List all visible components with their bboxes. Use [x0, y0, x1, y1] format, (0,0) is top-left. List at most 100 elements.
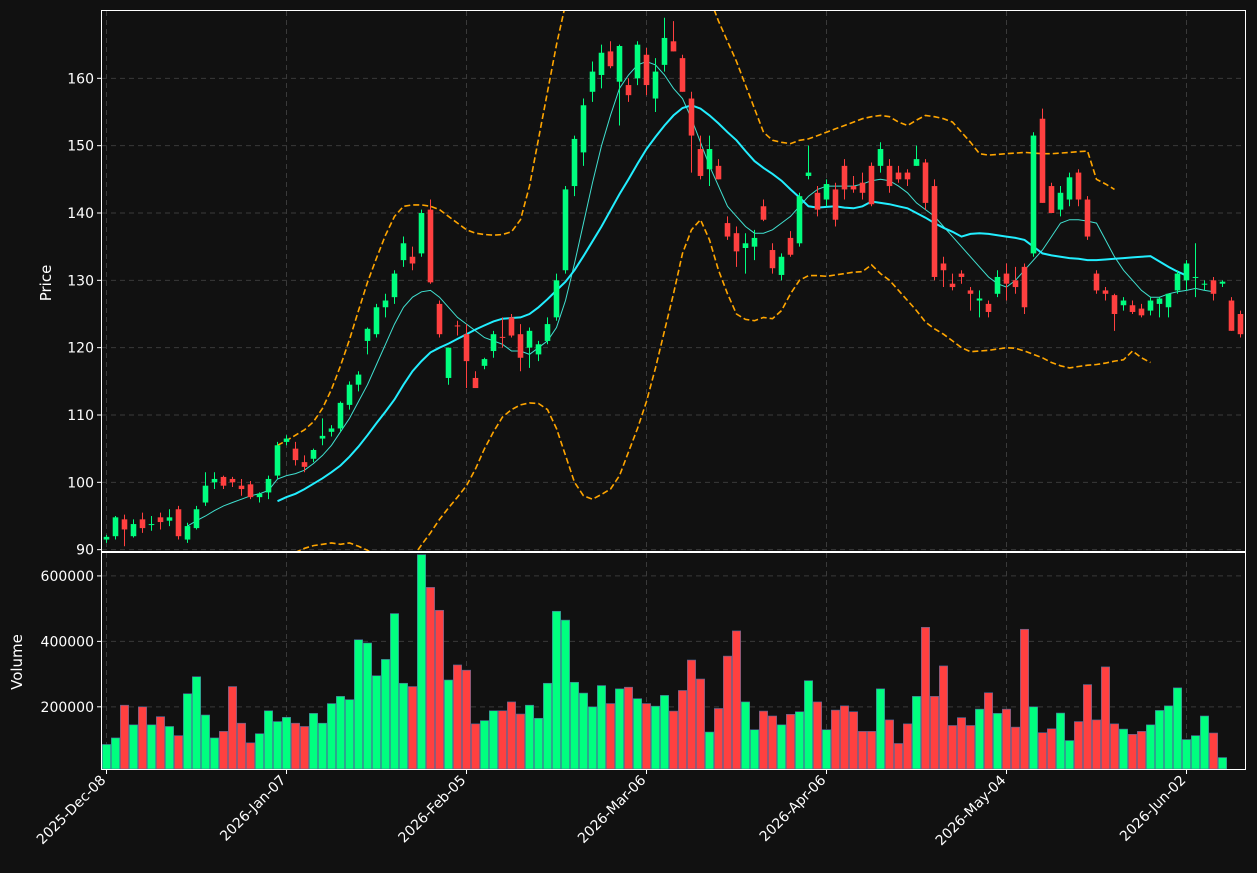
- candle-body: [310, 450, 317, 459]
- price-axis-ticks: 90 100 110 120 130 140 150 160: [67, 71, 102, 559]
- candle-body: [427, 209, 434, 283]
- volume-bar: [1065, 740, 1075, 770]
- price-panel-frame: [101, 10, 1246, 552]
- price-tick-label: 130: [67, 273, 94, 289]
- volume-bar: [281, 716, 291, 770]
- candle-body: [256, 493, 263, 498]
- volume-bar: [138, 706, 148, 770]
- volume-bar: [174, 735, 184, 770]
- candle-body: [580, 105, 587, 153]
- price-tick-label: 140: [67, 206, 94, 222]
- candle-body: [445, 347, 452, 378]
- volume-bar: [776, 724, 786, 770]
- volume-bar: [686, 659, 696, 770]
- candle-body: [211, 478, 218, 483]
- volume-bar: [560, 619, 570, 770]
- volume-bar: [335, 696, 345, 770]
- volume-bar: [1191, 735, 1201, 770]
- candle-body: [409, 256, 416, 264]
- candle-body: [400, 243, 407, 261]
- candle-body: [229, 478, 236, 483]
- candle-body: [265, 478, 272, 493]
- volume-bar: [830, 709, 840, 770]
- volume-bar: [488, 710, 498, 770]
- volume-bar: [1083, 684, 1093, 770]
- candle-body: [733, 233, 740, 252]
- volume-bar: [389, 613, 399, 770]
- candle-body: [1138, 308, 1145, 316]
- volume-axis-ticks: 200000 400000 600000: [41, 569, 102, 716]
- candle-body: [364, 328, 371, 341]
- candle-body: [481, 359, 488, 366]
- volume-bar: [614, 688, 624, 770]
- volume-bar: [120, 704, 130, 770]
- volume-bars: [102, 554, 1228, 770]
- volume-bar: [111, 737, 121, 770]
- volume-panel-frame: [101, 552, 1246, 770]
- candle-body: [787, 237, 794, 255]
- volume-bar: [965, 725, 975, 770]
- candle-body: [1084, 199, 1091, 237]
- candle-body: [175, 509, 182, 537]
- candle-body: [526, 330, 533, 348]
- candle-body: [472, 377, 479, 389]
- volume-bar: [632, 698, 642, 770]
- volume-bar: [884, 719, 894, 770]
- candle-body: [508, 317, 515, 336]
- volume-bar: [749, 729, 759, 770]
- candle-body: [769, 250, 776, 269]
- candle-body: [1183, 263, 1190, 281]
- candle-body: [373, 307, 380, 335]
- candle-body: [1120, 300, 1127, 306]
- candle-body: [1039, 118, 1046, 203]
- candle-body: [751, 237, 758, 247]
- volume-bar: [1101, 666, 1111, 770]
- candle-body: [814, 192, 821, 210]
- candle-body: [562, 189, 569, 271]
- volume-bar: [470, 723, 480, 770]
- candle-body: [1129, 305, 1136, 312]
- candle-body: [544, 324, 551, 341]
- candle-body: [112, 517, 119, 537]
- bollinger-bands: [277, 11, 1151, 551]
- volume-bar: [821, 729, 831, 770]
- candle-body: [913, 159, 920, 166]
- candle-body: [742, 243, 749, 249]
- candle-body: [490, 334, 497, 352]
- candle-body: [139, 519, 146, 529]
- volume-bar: [425, 587, 435, 770]
- volume-bar: [434, 609, 444, 770]
- candle-body: [985, 303, 992, 312]
- volume-bar: [1146, 724, 1156, 770]
- volume-bar: [893, 743, 903, 770]
- candle-body: [103, 536, 110, 540]
- candle-body: [688, 98, 695, 136]
- candle-body: [931, 186, 938, 277]
- volume-bar: [794, 711, 804, 770]
- candle-body: [1228, 300, 1235, 331]
- volume-bar: [1010, 726, 1020, 770]
- candle-body: [1030, 135, 1037, 254]
- price-tick-label: 100: [67, 475, 94, 491]
- volume-bar: [290, 722, 300, 770]
- volume-bar: [1182, 739, 1192, 770]
- price-tick-label: 150: [67, 139, 94, 155]
- candle-body: [679, 58, 686, 92]
- volume-bar: [605, 703, 615, 770]
- volume-bar: [722, 655, 732, 770]
- candle-body: [805, 172, 812, 176]
- volume-bar: [219, 731, 229, 770]
- volume-tick-label: 600000: [41, 569, 94, 585]
- candle-body: [922, 162, 929, 203]
- volume-bar: [398, 682, 408, 770]
- upper-band-line: [277, 11, 1115, 447]
- candle-body: [868, 165, 875, 205]
- candle-body: [949, 283, 956, 288]
- candlesticks: [103, 17, 1244, 547]
- candle-body: [841, 165, 848, 190]
- volume-bar: [758, 710, 768, 770]
- volume-bar: [767, 715, 777, 770]
- volume-bar: [201, 714, 211, 770]
- volume-bar: [623, 686, 633, 770]
